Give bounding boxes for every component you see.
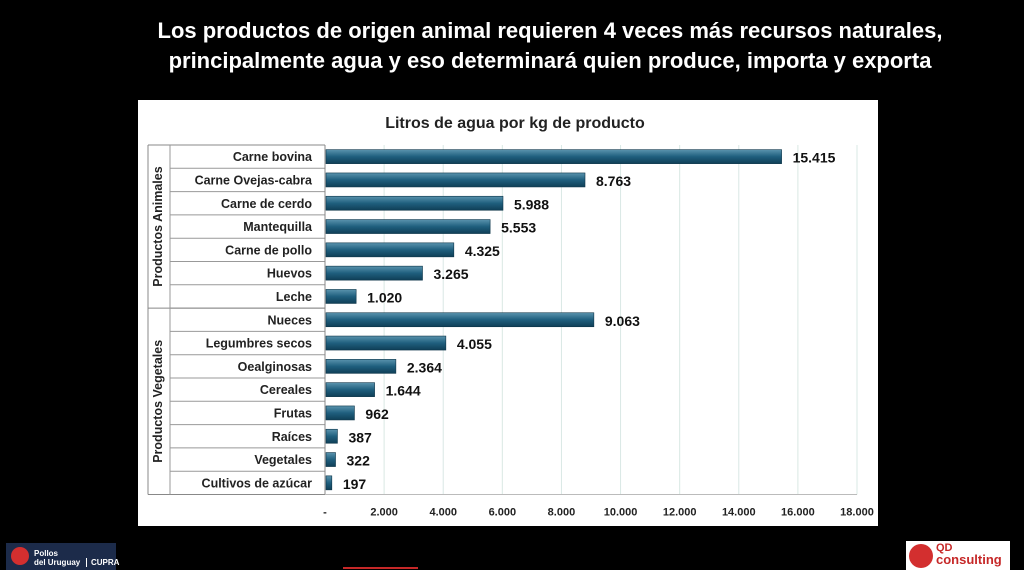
x-tick-label: 8.000	[548, 507, 576, 519]
bar	[325, 382, 375, 397]
category-label: Carne Ovejas-cabra	[195, 173, 313, 187]
bar	[325, 359, 397, 374]
category-label: Frutas	[274, 406, 312, 420]
globe-icon	[909, 544, 933, 568]
headline-line-2: principalmente agua y eso determinará qu…	[168, 48, 932, 73]
group-label: Productos Animales	[151, 166, 165, 286]
data-label: 387	[348, 429, 372, 445]
logo-right-line-1: QD	[936, 542, 953, 554]
category-label: Cultivos de azúcar	[202, 476, 313, 490]
red-divider	[343, 567, 418, 569]
qd-consulting-logo: QD consulting	[906, 541, 1010, 570]
bar	[325, 242, 455, 258]
data-label: 5.988	[514, 196, 549, 212]
bar	[325, 335, 447, 351]
logo-right-line-2: consulting	[936, 552, 1002, 567]
category-label: Carne de pollo	[225, 243, 312, 257]
bar	[325, 312, 595, 328]
headline: Los productos de origen animal requieren…	[80, 16, 1020, 76]
x-tick-label: 4.000	[429, 507, 457, 519]
data-label: 197	[343, 476, 367, 492]
data-label: 1.020	[367, 289, 402, 305]
data-label: 4.055	[457, 336, 492, 352]
logo-left-line-3: CUPRA	[86, 558, 119, 567]
chart-title: Litros de agua por kg de producto	[385, 115, 645, 132]
category-label: Oealginosas	[238, 360, 312, 374]
category-label: Raíces	[272, 430, 312, 444]
bar	[325, 265, 423, 281]
headline-line-1: Los productos de origen animal requieren…	[157, 18, 943, 43]
chart-panel: Litros de agua por kg de producto - 2.000 4…	[138, 100, 878, 526]
x-tick-label: 2.000	[370, 507, 398, 519]
bar	[325, 195, 504, 211]
category-label: Leche	[276, 290, 312, 304]
category-label: Cereales	[260, 383, 312, 397]
bar-chart: Litros de agua por kg de producto - 2.000 4…	[147, 115, 874, 519]
data-label: 322	[347, 453, 371, 469]
logo-left-line-1: Pollos	[34, 549, 59, 558]
data-label: 15.415	[793, 150, 836, 166]
x-tick-label: 12.000	[663, 507, 697, 519]
data-label: 9.063	[605, 313, 640, 329]
bar	[325, 172, 586, 188]
category-label: Nueces	[268, 313, 313, 327]
x-tick-label: 6.000	[489, 507, 517, 519]
category-label: Mantequilla	[243, 220, 313, 234]
bar	[325, 475, 333, 491]
bar	[325, 452, 336, 467]
x-tick-label: 14.000	[722, 507, 756, 519]
bar	[325, 219, 491, 234]
category-label: Huevos	[267, 267, 312, 281]
data-label: 5.553	[501, 220, 536, 236]
category-label: Carne de cerdo	[221, 197, 312, 211]
category-label: Vegetales	[254, 453, 312, 467]
data-label: 8.763	[596, 173, 631, 189]
logo-left-line-2: del Uruguay	[34, 558, 81, 567]
bar	[325, 405, 355, 421]
data-label: 4.325	[465, 243, 500, 259]
x-tick-label: -	[323, 507, 327, 519]
bar	[325, 149, 782, 164]
x-tick-label: 16.000	[781, 507, 815, 519]
data-label: 1.644	[386, 383, 421, 399]
category-label: Carne bovina	[233, 150, 313, 164]
pollos-del-uruguay-logo: Pollos del Uruguay CUPRA	[6, 543, 119, 570]
bar	[325, 289, 357, 304]
data-label: 962	[365, 406, 389, 422]
category-label: Legumbres secos	[206, 337, 312, 351]
data-label: 2.364	[407, 359, 442, 375]
bar	[325, 428, 338, 444]
data-label: 3.265	[433, 266, 468, 282]
x-tick-label: 18.000	[840, 507, 874, 519]
chicken-icon	[11, 547, 29, 565]
group-label: Productos Vegetales	[151, 340, 165, 463]
x-tick-label: 10.000	[604, 507, 638, 519]
